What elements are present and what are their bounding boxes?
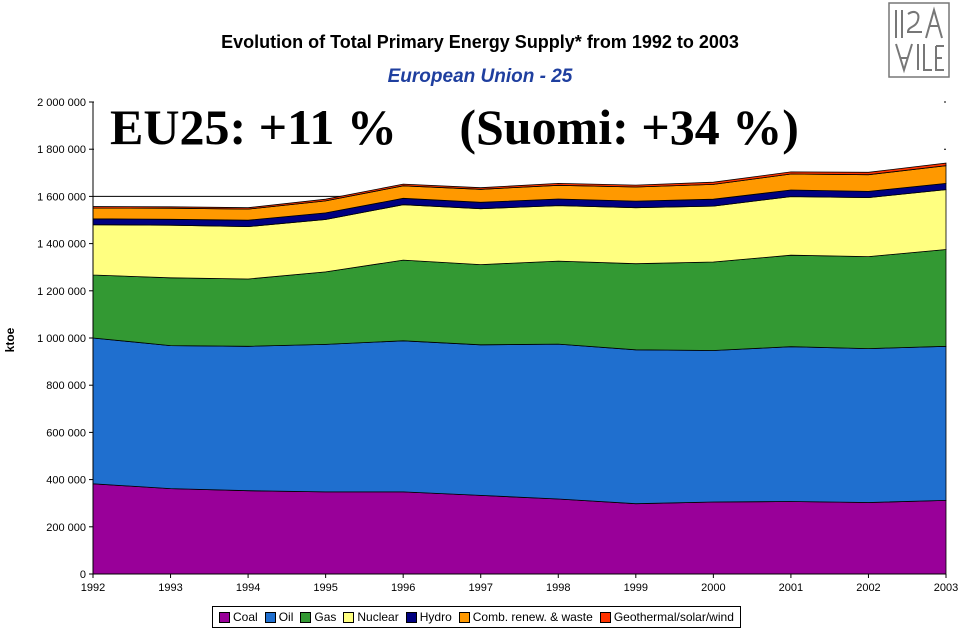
legend-swatch (300, 611, 312, 623)
x-tick-label: 2003 (934, 582, 958, 594)
x-tick-label: 1994 (236, 582, 260, 594)
y-tick-label: 800 000 (46, 380, 86, 392)
chart-subtitle: European Union - 25 (387, 66, 573, 87)
x-tick-label: 1999 (624, 582, 648, 594)
legend-item: Hydro (405, 610, 452, 624)
y-tick-label: 1 000 000 (37, 333, 86, 345)
legend-item: Oil (264, 610, 294, 624)
legend-label: Nuclear (357, 610, 399, 624)
chart-title: Evolution of Total Primary Energy Supply… (221, 32, 739, 52)
legend-item: Gas (300, 610, 336, 624)
legend-swatch (219, 611, 230, 623)
area-series (92, 162, 947, 575)
legend-label: Geothermal/solar/wind (613, 610, 734, 624)
legend-label: Coal (233, 610, 258, 624)
legend-swatch (458, 611, 470, 623)
y-tick-label: 1 200 000 (37, 286, 86, 298)
y-tick-label: 600 000 (46, 427, 86, 439)
legend-swatch (264, 611, 276, 623)
legend-swatch (343, 611, 355, 623)
legend-label: Hydro (419, 610, 452, 624)
legend: Coal Oil Gas Nuclear Hydro Comb. renew. & was… (212, 606, 741, 628)
legend-label: Comb. renew. & waste (472, 610, 593, 624)
area-oil (92, 337, 947, 505)
x-tick-label: 1995 (313, 582, 337, 594)
x-tick-label: 2002 (856, 582, 880, 594)
y-tick-label: 0 (80, 569, 86, 581)
legend-item: Geothermal/solar/wind (599, 610, 734, 624)
legend-item: Coal (219, 610, 258, 624)
legend-item: Comb. renew. & waste (458, 610, 593, 624)
y-tick-label: 400 000 (46, 475, 86, 487)
y-tick-label: 200 000 (46, 522, 86, 534)
legend-swatch (599, 611, 611, 623)
x-tick-label: 1993 (158, 582, 182, 594)
x-tick-label: 1997 (468, 582, 492, 594)
legend-swatch (405, 611, 417, 623)
growth-annotation: EU25: +11 % (Suomi: +34 %) (94, 100, 944, 154)
x-tick-label: 1998 (546, 582, 570, 594)
x-tick-labels: 1992 1993 1994 1995 1996 1997 1998 1999 2000 2001… (81, 574, 958, 594)
x-tick-label: 2000 (701, 582, 725, 594)
y-tick-labels: 0 200 000 400 000 600 000 800 000 1 000 000 1 … (37, 97, 93, 581)
logo-icon (888, 2, 950, 78)
x-tick-label: 1996 (391, 582, 415, 594)
y-tick-label: 1 800 000 (37, 144, 86, 156)
y-tick-label: 1 400 000 (37, 239, 86, 251)
legend-item: Nuclear (343, 610, 399, 624)
y-tick-label: 1 600 000 (37, 191, 86, 203)
x-tick-label: 1992 (81, 582, 105, 594)
y-axis-label: ktoe (3, 327, 17, 352)
legend-label: Oil (278, 610, 294, 624)
y-tick-label: 2 000 000 (37, 97, 86, 109)
x-tick-label: 2001 (779, 582, 803, 594)
area-geothermal-solar-wind (92, 162, 947, 210)
legend-label: Gas (314, 610, 337, 624)
